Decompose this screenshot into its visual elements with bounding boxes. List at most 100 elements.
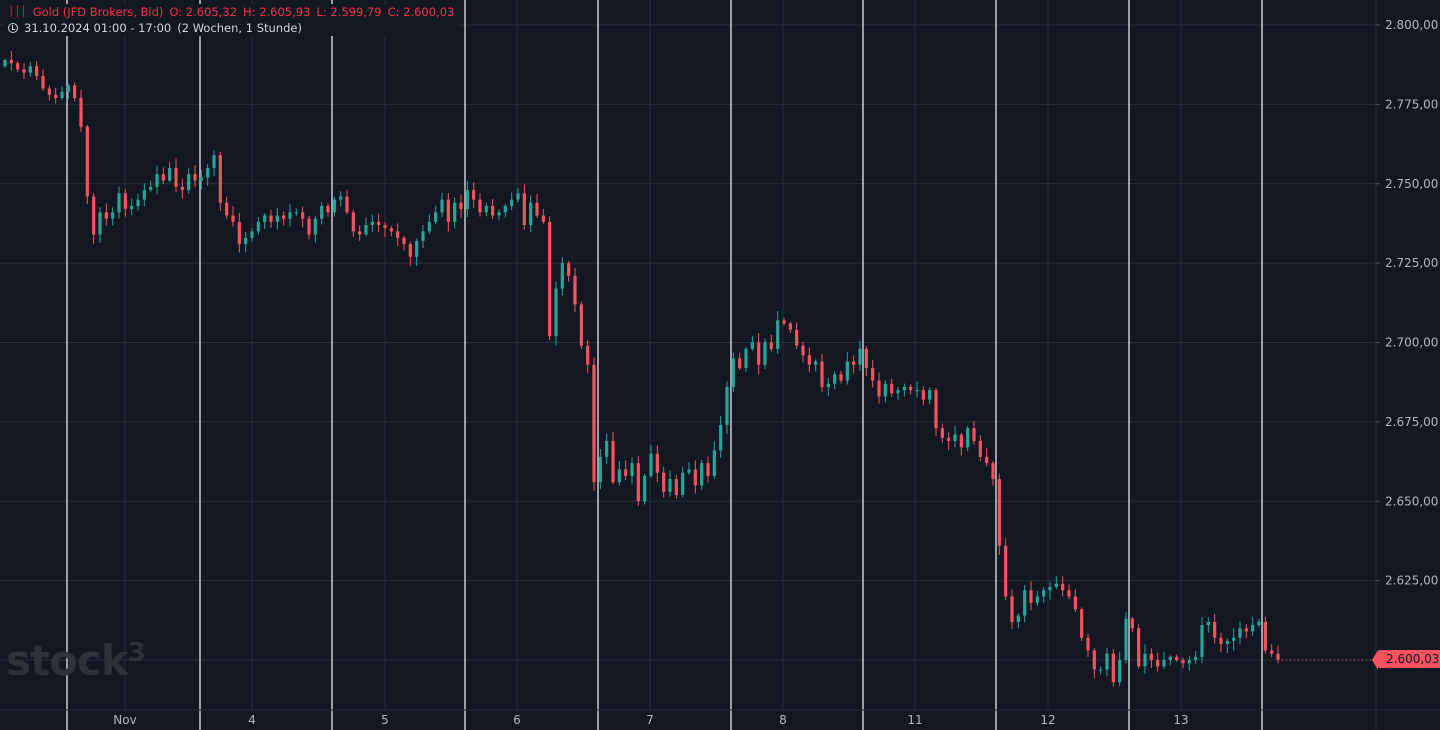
candle-body xyxy=(484,205,488,213)
candle-body xyxy=(953,434,957,441)
candle-body xyxy=(845,361,849,381)
candle-down xyxy=(795,322,799,349)
candle-up xyxy=(700,459,704,491)
candle-body xyxy=(1263,621,1267,651)
stock3-logo: stock3 xyxy=(6,636,146,685)
candle-up xyxy=(554,281,558,346)
candle-body xyxy=(1004,545,1008,597)
candle-down xyxy=(22,63,26,79)
candle-up xyxy=(3,58,7,68)
candle-body xyxy=(123,193,127,210)
y-tick-label: 2.625,00 xyxy=(1385,574,1438,588)
candle-body xyxy=(1137,628,1141,667)
candle-up xyxy=(1232,628,1236,651)
candle-body xyxy=(415,240,419,257)
candle-body xyxy=(1048,586,1052,591)
legend-low: L: 2.599,79 xyxy=(316,5,382,19)
legend-symbol-row[interactable]: ⏐⏐⏐ Gold (JFD Brokers, Bid) O: 2.605,32 … xyxy=(4,4,459,20)
y-tick-label: 2.800,00 xyxy=(1385,18,1438,32)
candle-body xyxy=(421,231,425,241)
candle-down xyxy=(307,215,311,240)
candle-body xyxy=(472,190,476,200)
candle-up xyxy=(1162,651,1166,670)
candle-body xyxy=(212,155,216,168)
candle-body xyxy=(98,212,102,235)
candle-body xyxy=(79,98,83,127)
candle-body xyxy=(60,91,64,99)
candle-body xyxy=(738,358,742,368)
candle-body xyxy=(231,215,235,222)
candle-down xyxy=(624,460,628,481)
candle-down xyxy=(978,435,982,461)
candle-body xyxy=(282,215,286,219)
candle-body xyxy=(288,212,292,219)
candle-body xyxy=(636,463,640,502)
candle-body xyxy=(991,463,995,480)
legend-open: O: 2.605,32 xyxy=(169,5,238,19)
candle-body xyxy=(560,263,564,289)
candle-body xyxy=(997,479,1001,546)
candle-down xyxy=(909,384,913,395)
candle-up xyxy=(142,183,146,207)
candle-down xyxy=(522,184,526,230)
candle-body xyxy=(1276,653,1280,660)
candle-down xyxy=(446,193,450,232)
candle-body xyxy=(3,59,7,67)
candle-down xyxy=(1067,584,1071,600)
candle-body xyxy=(801,345,805,356)
candle-up xyxy=(681,466,685,498)
candle-body xyxy=(1080,609,1084,638)
candle-down xyxy=(408,241,412,267)
candle-up xyxy=(60,86,64,101)
candle-down xyxy=(92,193,96,244)
candle-up xyxy=(313,216,317,243)
price-axis[interactable]: 2.600,002.625,002.650,002.675,002.700,00… xyxy=(1375,0,1438,730)
candle-body xyxy=(111,212,115,219)
candle-body xyxy=(548,221,552,337)
candle-down xyxy=(991,461,995,486)
candle-body xyxy=(592,364,596,483)
candle-body xyxy=(1124,618,1128,660)
candle-body xyxy=(453,202,457,222)
candle-down xyxy=(592,357,596,491)
candle-down xyxy=(586,339,590,374)
candle-down xyxy=(1092,647,1096,678)
candle-down xyxy=(1244,624,1248,638)
legend-high: H: 2.605,93 xyxy=(243,5,311,19)
candle-body xyxy=(890,383,894,394)
candle-up xyxy=(275,207,279,230)
candle-body xyxy=(263,215,267,222)
candle-body xyxy=(655,453,659,473)
candle-up xyxy=(953,425,957,448)
candle-up xyxy=(320,201,324,225)
candle-up xyxy=(263,213,267,230)
time-axis[interactable]: Nov 4 5 6 7 8 11 12 13 xyxy=(0,709,1440,727)
candle-up xyxy=(617,461,621,486)
candle-body xyxy=(750,342,754,349)
candle-body xyxy=(719,425,723,451)
candle-body xyxy=(579,304,583,346)
candle-body xyxy=(497,212,501,216)
candle-up xyxy=(421,225,425,249)
candle-body xyxy=(92,196,96,235)
candle-down xyxy=(35,61,39,81)
candle-body xyxy=(396,231,400,238)
candle-body xyxy=(459,202,463,210)
candle-body xyxy=(554,288,558,337)
candle-body xyxy=(826,383,830,387)
candle-body xyxy=(529,202,533,226)
candle-body xyxy=(351,212,355,232)
candle-up xyxy=(212,150,216,177)
x-tick-label: 5 xyxy=(381,713,389,727)
candle-body xyxy=(757,342,761,365)
y-tick-label: 2.725,00 xyxy=(1385,256,1438,270)
candle-up xyxy=(465,180,469,218)
candle-up xyxy=(1118,651,1122,687)
candle-down xyxy=(769,334,773,352)
y-tick-label: 2.775,00 xyxy=(1385,97,1438,111)
candle-body xyxy=(1042,590,1046,597)
candle-body xyxy=(598,456,602,483)
candle-up xyxy=(858,340,862,371)
candle-body xyxy=(54,94,58,99)
